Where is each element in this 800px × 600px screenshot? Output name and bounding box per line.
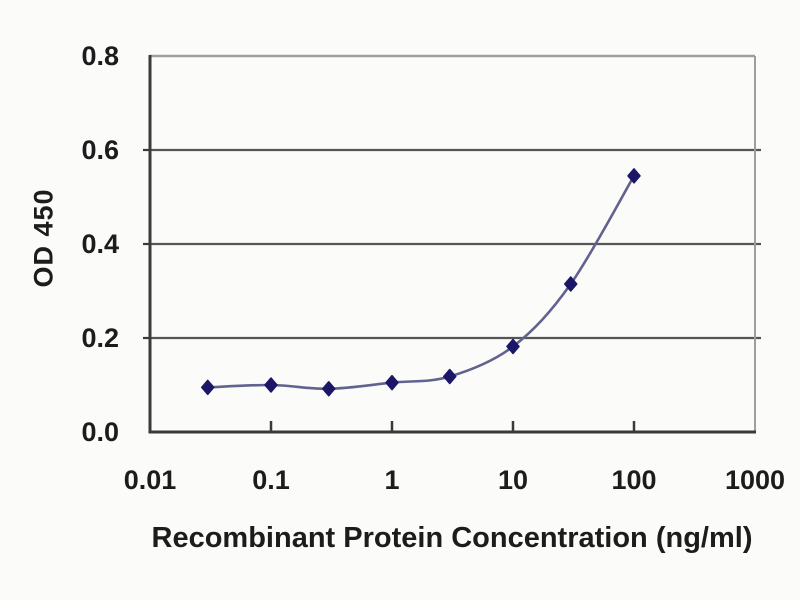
y-tick-label: 0.2 [81, 323, 119, 353]
data-point-marker [563, 276, 578, 292]
y-axis-title: OD 450 [28, 188, 59, 288]
y-tick-label: 0.8 [81, 41, 119, 71]
data-point-marker [200, 379, 215, 396]
data-point-marker [321, 381, 336, 397]
y-tick-label: 0.4 [81, 229, 119, 259]
x-tick-label: 1 [384, 465, 399, 495]
x-tick-label: 1000 [725, 465, 785, 495]
data-point-marker [385, 374, 399, 391]
data-point-marker [506, 338, 520, 355]
y-tick-label: 0.0 [81, 417, 119, 447]
data-point-marker [442, 368, 457, 385]
data-point-marker [627, 168, 641, 184]
data-point-marker [264, 377, 278, 393]
x-tick-label: 100 [611, 465, 656, 495]
x-tick-label: 10 [498, 465, 528, 495]
x-tick-label: 0.01 [124, 465, 177, 495]
x-tick-label: 0.1 [252, 465, 290, 495]
x-axis-title: Recombinant Protein Concentration (ng/ml… [151, 522, 753, 554]
y-tick-label: 0.6 [81, 135, 119, 165]
